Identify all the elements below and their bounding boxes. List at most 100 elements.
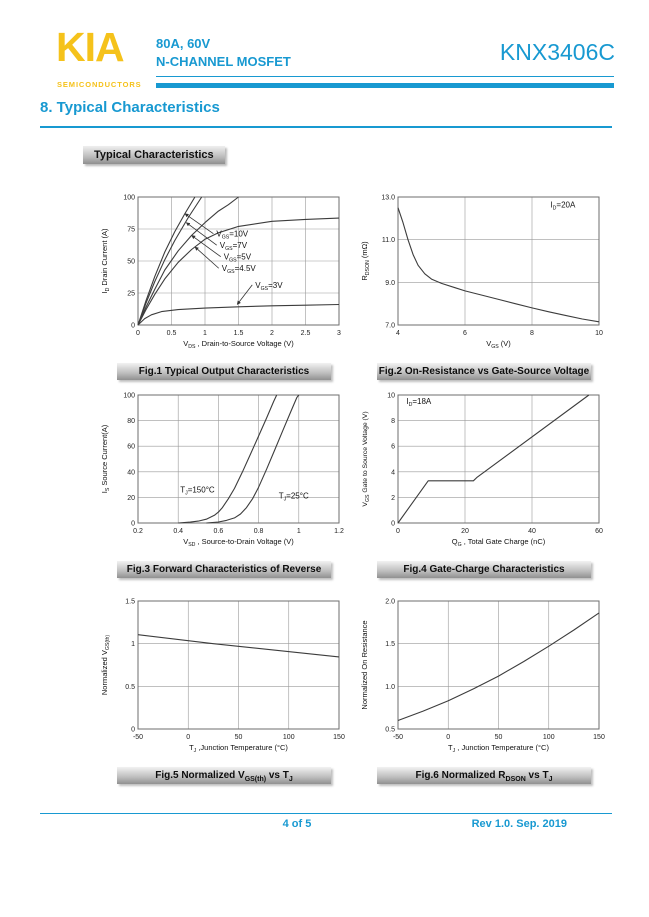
fig4-caption: Fig.4 Gate-Charge Characteristics — [377, 561, 591, 578]
svg-text:0: 0 — [396, 528, 400, 535]
figure-typical-output-characteristics: 0 0.5 1 1.5 2 2.5 3 0 25 50 75 100 VDS , Drain-to-So… — [98, 186, 350, 380]
svg-text:1.2: 1.2 — [334, 528, 344, 535]
svg-text:VGS=5V: VGS=5V — [224, 253, 252, 264]
svg-text:4: 4 — [396, 330, 400, 337]
svg-text:11.0: 11.0 — [382, 237, 395, 244]
svg-text:9.0: 9.0 — [385, 280, 395, 287]
logo-subtitle: SEMICONDUCTORS — [57, 80, 142, 89]
figure-on-resistance-vs-gate-source-voltage: 4 6 8 10 7.0 9.0 11.0 13.0 VGS (V) RDSON (mΩ) ID=2… — [358, 186, 610, 380]
rating-line: 80A, 60V — [156, 36, 211, 51]
section-title: 8. Typical Characteristics — [40, 99, 220, 116]
svg-text:TJ ,Junction Temperature (°C): TJ ,Junction Temperature (°C) — [189, 743, 288, 754]
kia-logo: KIA — [56, 24, 125, 70]
svg-text:50: 50 — [495, 734, 503, 741]
page-number: 4 of 5 — [282, 818, 312, 830]
svg-text:TJ=25°C: TJ=25°C — [279, 492, 309, 503]
svg-text:40: 40 — [528, 528, 536, 535]
svg-text:0: 0 — [136, 330, 140, 337]
svg-text:QG , Total Gate Charge (nC): QG , Total Gate Charge (nC) — [452, 537, 546, 548]
revision-text: Rev 1.0. Sep. 2019 — [471, 818, 567, 830]
svg-text:TJ , Junction Temperature (°C): TJ , Junction Temperature (°C) — [448, 743, 549, 754]
svg-text:100: 100 — [123, 195, 135, 202]
part-number: KNX3406C — [499, 39, 615, 65]
svg-text:VGS=3V: VGS=3V — [255, 281, 283, 292]
svg-text:1: 1 — [297, 528, 301, 535]
svg-text:20: 20 — [127, 495, 135, 502]
fig4-chart: 0 20 40 60 0 2 4 6 8 10 QG , Total Gate Charge (nC… — [362, 393, 603, 549]
svg-text:60: 60 — [595, 528, 603, 535]
svg-text:1: 1 — [203, 330, 207, 337]
svg-text:0: 0 — [186, 734, 190, 741]
svg-text:VGS=10V: VGS=10V — [216, 230, 248, 241]
svg-text:8: 8 — [391, 418, 395, 425]
header-rule-thin — [156, 76, 614, 77]
typical-characteristics-badge: Typical Characteristics — [83, 146, 225, 164]
svg-text:75: 75 — [127, 227, 135, 234]
svg-text:2.5: 2.5 — [301, 330, 311, 337]
svg-text:10: 10 — [595, 330, 603, 337]
svg-text:100: 100 — [543, 734, 555, 741]
svg-text:ID Drain Current (A): ID Drain Current (A) — [100, 228, 111, 294]
svg-text:1.5: 1.5 — [385, 641, 395, 648]
svg-text:ID=18A: ID=18A — [406, 397, 432, 408]
svg-text:1.5: 1.5 — [125, 599, 135, 606]
fig1-caption: Fig.1 Typical Output Characteristics — [117, 363, 331, 380]
svg-text:-50: -50 — [133, 734, 143, 741]
svg-text:0: 0 — [131, 727, 135, 734]
device-type-line: N-CHANNEL MOSFET — [156, 54, 291, 69]
svg-text:VDS , Drain-to-Source Voltage: VDS , Drain-to-Source Voltage (V) — [183, 339, 294, 350]
svg-text:6: 6 — [391, 444, 395, 451]
svg-text:6: 6 — [463, 330, 467, 337]
figure-normalized-vgsth-vs-tj: -50 0 50 100 150 0 0.5 1 1.5 TJ ,Junction Tempera… — [98, 590, 350, 784]
svg-text:10: 10 — [387, 393, 395, 400]
svg-text:150: 150 — [593, 734, 605, 741]
figure-normalized-rdson-vs-tj: -50 0 50 100 150 0.5 1.0 1.5 2.0 TJ , Junction Te… — [358, 590, 610, 784]
svg-text:TJ=150°C: TJ=150°C — [180, 485, 215, 496]
svg-text:100: 100 — [283, 734, 295, 741]
fig2-chart: 4 6 8 10 7.0 9.0 11.0 13.0 VGS (V) RDSON (mΩ) ID=2… — [360, 195, 603, 351]
svg-text:0.5: 0.5 — [385, 727, 395, 734]
svg-text:150: 150 — [333, 734, 345, 741]
figure-forward-characteristics-of-reverse: 0.2 0.4 0.6 0.8 1 1.2 0 20 40 60 80 100 VSD , Source… — [98, 384, 350, 578]
svg-text:0.6: 0.6 — [214, 528, 224, 535]
fig2-caption: Fig.2 On-Resistance vs Gate-Source Volta… — [377, 363, 591, 380]
fig6-chart: -50 0 50 100 150 0.5 1.0 1.5 2.0 TJ , Junction Te… — [360, 599, 605, 755]
svg-text:4: 4 — [391, 469, 395, 476]
svg-text:20: 20 — [461, 528, 469, 535]
svg-text:VSD , Source-to-Drain Voltage: VSD , Source-to-Drain Voltage (V) — [183, 537, 294, 548]
svg-text:VGS Gate to Source Voltage (V: VGS Gate to Source Voltage (V) — [362, 411, 371, 506]
svg-text:1.5: 1.5 — [234, 330, 244, 337]
svg-text:50: 50 — [127, 259, 135, 266]
svg-text:0.2: 0.2 — [133, 528, 143, 535]
svg-text:0: 0 — [446, 734, 450, 741]
svg-text:40: 40 — [127, 469, 135, 476]
svg-text:0: 0 — [391, 521, 395, 528]
svg-text:100: 100 — [123, 393, 135, 400]
svg-text:VGS=7V: VGS=7V — [220, 241, 248, 252]
fig5-caption: Fig.5 Normalized VGS(th) vs TJ — [117, 767, 331, 784]
svg-text:2: 2 — [270, 330, 274, 337]
svg-text:2.0: 2.0 — [385, 599, 395, 606]
svg-text:1.0: 1.0 — [385, 684, 395, 691]
svg-text:8: 8 — [530, 330, 534, 337]
svg-text:1: 1 — [131, 641, 135, 648]
svg-text:0: 0 — [131, 323, 135, 330]
svg-text:3: 3 — [337, 330, 341, 337]
svg-text:0: 0 — [131, 521, 135, 528]
footer-rule — [40, 813, 612, 814]
svg-text:-50: -50 — [393, 734, 403, 741]
fig3-chart: 0.2 0.4 0.6 0.8 1 1.2 0 20 40 60 80 100 VSD , Source… — [100, 393, 344, 549]
svg-text:80: 80 — [127, 418, 135, 425]
fig3-caption: Fig.3 Forward Characteristics of Reverse — [117, 561, 331, 578]
svg-text:60: 60 — [127, 444, 135, 451]
svg-text:0.5: 0.5 — [167, 330, 177, 337]
svg-text:VGS (V): VGS (V) — [486, 339, 511, 350]
svg-text:0.4: 0.4 — [173, 528, 183, 535]
svg-text:RDSON (mΩ): RDSON (mΩ) — [360, 241, 371, 281]
figure-gate-charge-characteristics: 0 20 40 60 0 2 4 6 8 10 QG , Total Gate Charge (nC… — [358, 384, 610, 578]
svg-text:IS Source Current(A): IS Source Current(A) — [100, 424, 111, 493]
fig6-caption: Fig.6 Normalized RDSON vs TJ — [377, 767, 591, 784]
svg-text:ID=20A: ID=20A — [550, 201, 576, 212]
svg-text:Normalized VGS(th): Normalized VGS(th) — [100, 635, 111, 696]
